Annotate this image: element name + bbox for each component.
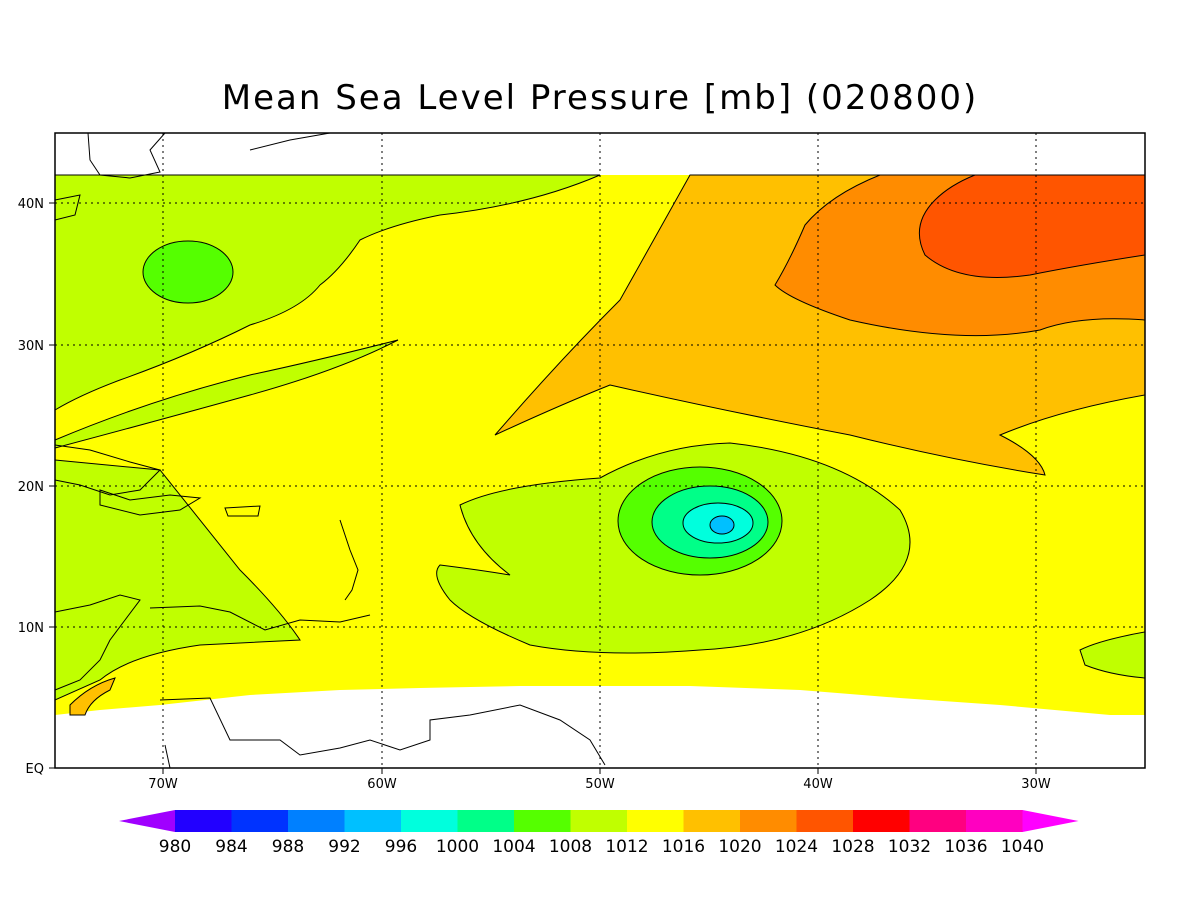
field-992-storm xyxy=(709,515,735,535)
colorbar-swatch xyxy=(514,810,571,832)
colorbar-arrow-high xyxy=(1022,810,1079,832)
coastlines xyxy=(54,132,606,769)
colorbar-label: 1004 xyxy=(492,837,535,857)
colorbar-label: 992 xyxy=(328,837,360,857)
lon-tick-label: 30W xyxy=(1021,777,1051,792)
lon-tick-label: 40W xyxy=(803,777,833,792)
colorbar-label: 980 xyxy=(159,837,191,857)
colorbar-swatch xyxy=(570,810,628,832)
colorbar-swatch xyxy=(344,810,402,832)
colorbar-swatch xyxy=(683,810,741,832)
colorbar-swatch xyxy=(401,810,458,832)
colorbar-swatch xyxy=(175,810,232,832)
colorbar-label: 1036 xyxy=(944,837,987,857)
colorbar-label: 1016 xyxy=(662,837,705,857)
lat-tick-label: 20N xyxy=(18,480,44,495)
colorbar-label: 1020 xyxy=(718,837,761,857)
colorbar-swatch xyxy=(627,810,684,832)
lat-tick-label: 10N xyxy=(18,621,44,636)
field-1008-band xyxy=(54,339,399,449)
map-title: Mean Sea Level Pressure [mb] (020800) xyxy=(221,78,979,118)
lat-tick-label: 30N xyxy=(18,339,44,354)
colorbar-swatch xyxy=(966,810,1023,832)
lat-tick-label: 40N xyxy=(18,197,44,212)
colorbar-swatch xyxy=(853,810,910,832)
colorbar-swatch xyxy=(740,810,797,832)
colorbar-swatch xyxy=(288,810,345,832)
colorbar-label: 1024 xyxy=(775,837,818,857)
colorbar-label: 988 xyxy=(272,837,304,857)
colorbar-swatch xyxy=(909,810,967,832)
colorbar-swatch xyxy=(231,810,289,832)
colorbar-label: 1028 xyxy=(831,837,874,857)
colorbar-label: 1012 xyxy=(605,837,648,857)
lat-tick-label: EQ xyxy=(26,762,44,777)
field-1024 xyxy=(918,174,1146,278)
field-1008-nw xyxy=(54,174,601,411)
lon-tick-label: 70W xyxy=(148,777,178,792)
colorbar: 980 984 988 992 996 1000 1004 1008 1012 1016 1020 1… xyxy=(119,810,1079,857)
colorbar-label: 996 xyxy=(385,837,417,857)
gridlines xyxy=(55,133,1145,768)
colorbar-label: 1040 xyxy=(1001,837,1044,857)
colorbar-swatch xyxy=(796,810,854,832)
colorbar-swatch xyxy=(457,810,515,832)
field-1004-blob xyxy=(142,240,234,304)
colorbar-label: 1008 xyxy=(549,837,592,857)
field-1008-carib xyxy=(54,459,301,701)
field-1016-sw xyxy=(69,677,116,716)
colorbar-label: 1032 xyxy=(888,837,931,857)
colorbar-arrow-low xyxy=(119,810,175,832)
lon-tick-label: 60W xyxy=(367,777,397,792)
lon-tick-label: 50W xyxy=(585,777,615,792)
colorbar-label: 1000 xyxy=(436,837,479,857)
colorbar-label: 984 xyxy=(215,837,247,857)
